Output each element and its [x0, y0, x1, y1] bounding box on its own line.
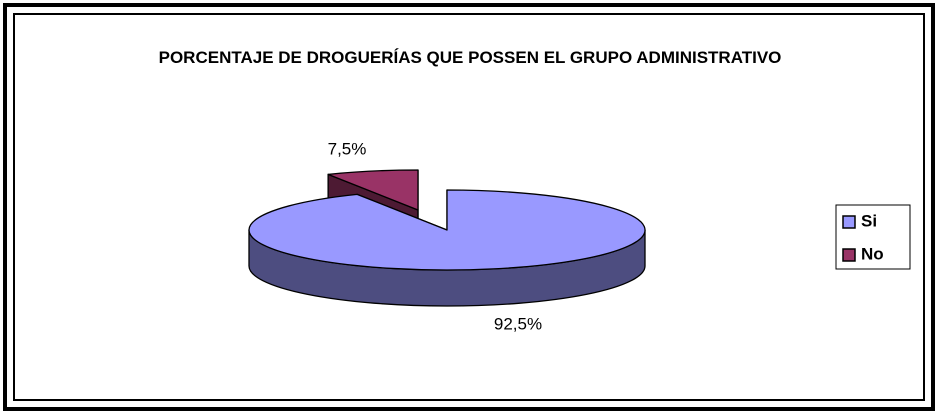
- data-label: 7,5%: [328, 139, 367, 158]
- outer-frame: [3, 3, 935, 411]
- data-label: 92,5%: [494, 314, 542, 333]
- chart-title: PORCENTAJE DE DROGUERÍAS QUE POSSEN EL G…: [158, 48, 782, 67]
- legend-swatch: [842, 215, 856, 229]
- legend-label: Si: [861, 211, 877, 230]
- slice: [248, 189, 646, 271]
- legend-label: No: [861, 244, 884, 263]
- legend-swatch: [842, 248, 856, 262]
- slice: [327, 169, 419, 211]
- inner-frame: [13, 13, 925, 401]
